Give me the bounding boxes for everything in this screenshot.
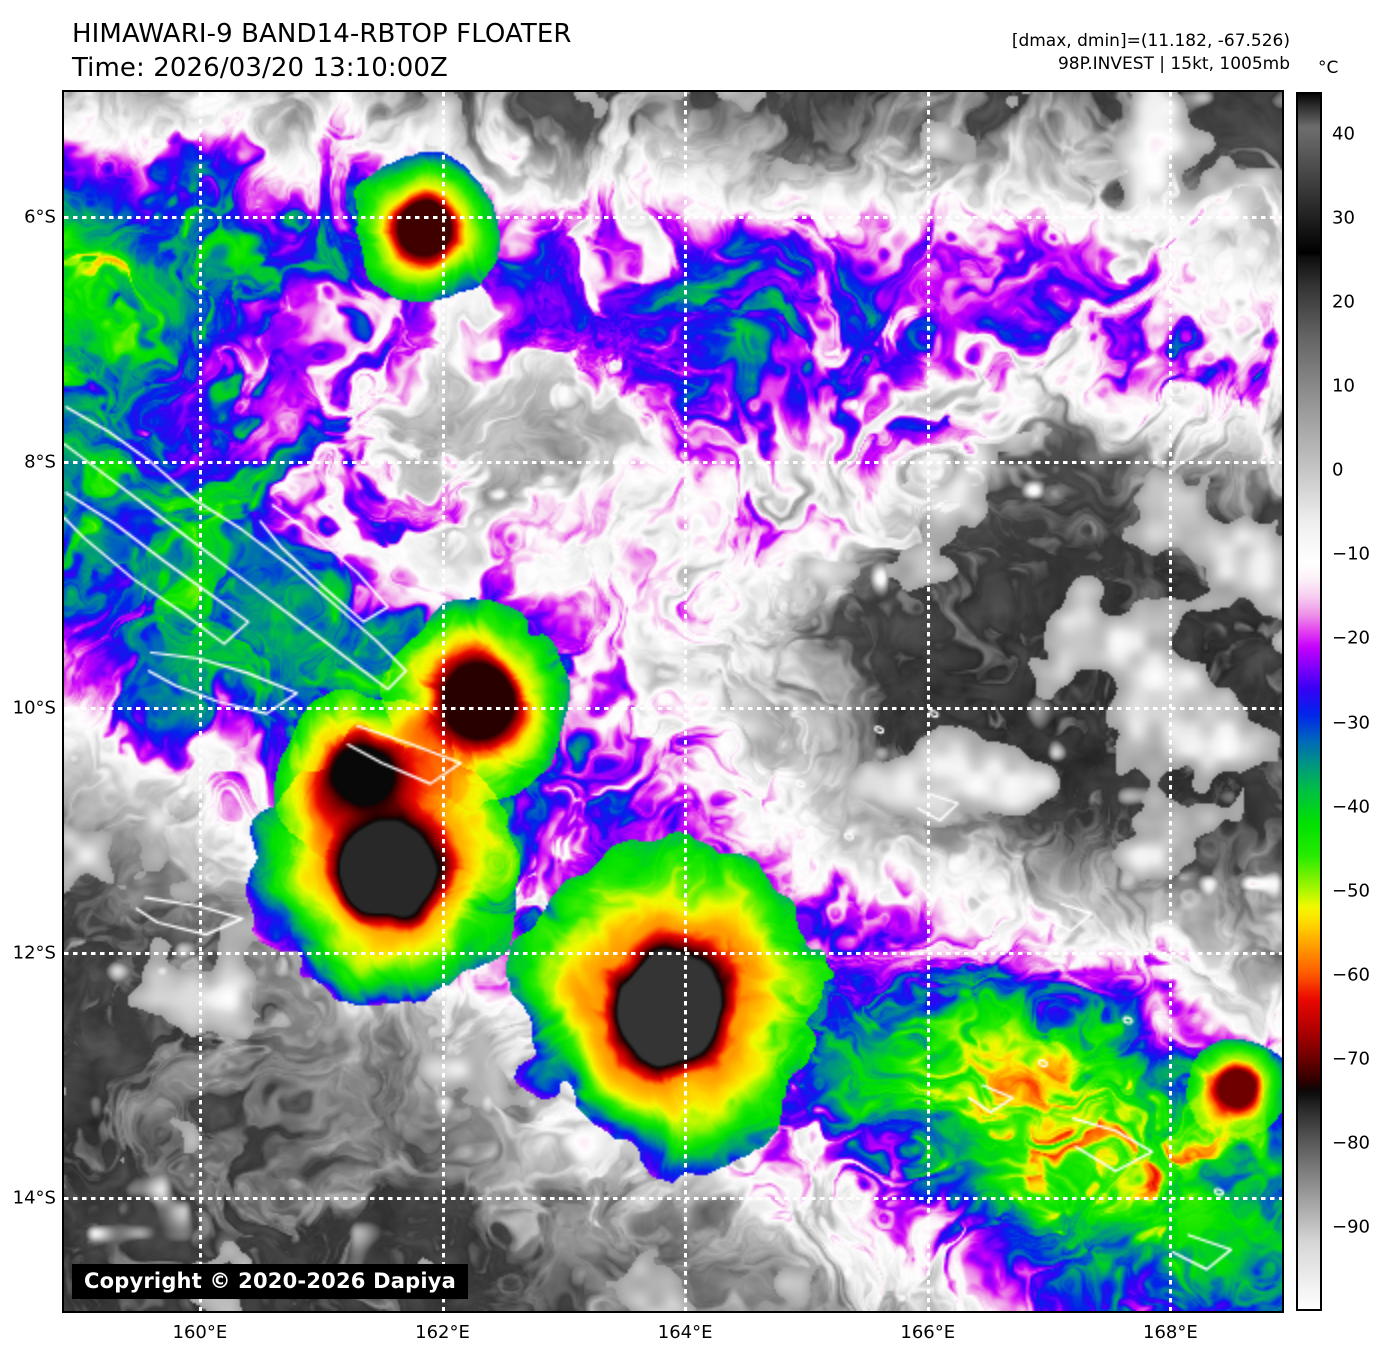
dmax-dmin-label: [dmax, dmin]=(11.182, -67.526): [1011, 31, 1290, 51]
colorbar-tick-0: 40: [1332, 123, 1355, 145]
colorbar-tick-10: −60: [1332, 964, 1370, 986]
temperature-colorbar: [1296, 92, 1322, 1311]
colorbar-tick-13: −90: [1332, 1216, 1370, 1238]
lon-tick-2: 164°E: [657, 1322, 713, 1343]
lat-tick-4: 14°S: [12, 1187, 56, 1209]
colorbar-tick-3: 10: [1332, 375, 1355, 397]
lon-tick-1: 162°E: [415, 1322, 470, 1343]
lon-tick-0: 160°E: [172, 1322, 228, 1343]
copyright-badge: Copyright © 2020-2026 Dapiya: [72, 1264, 468, 1299]
colorbar-tick-5: −10: [1332, 543, 1370, 565]
colorbar-tick-7: −30: [1332, 712, 1370, 734]
colorbar-gradient: [1298, 94, 1320, 1309]
colorbar-tick-6: −20: [1332, 627, 1370, 649]
lat-tick-1: 8°S: [24, 451, 56, 473]
colorbar-tick-8: −40: [1332, 796, 1370, 818]
satellite-imagery-canvas: [64, 92, 1282, 1311]
colorbar-unit-label: °C: [1318, 58, 1339, 78]
storm-info-label: 98P.INVEST | 15kt, 1005mb: [1057, 53, 1290, 74]
timestamp-label: Time: 2026/03/20 13:10:00Z: [72, 52, 448, 83]
colorbar-tick-9: −50: [1332, 880, 1370, 902]
lat-tick-3: 12°S: [12, 942, 56, 964]
colorbar-tick-11: −70: [1332, 1048, 1370, 1070]
colorbar-tick-12: −80: [1332, 1132, 1370, 1154]
colorbar-tick-4: 0: [1332, 459, 1344, 481]
lat-tick-2: 10°S: [12, 697, 56, 719]
satellite-plot-area[interactable]: Copyright © 2020-2026 Dapiya: [64, 92, 1282, 1311]
lon-tick-3: 166°E: [900, 1322, 956, 1343]
colorbar-tick-2: 20: [1332, 291, 1355, 313]
lon-tick-4: 168°E: [1143, 1322, 1198, 1343]
metadata-block: [dmax, dmin]=(11.182, -67.526) 98P.INVES…: [1012, 30, 1290, 76]
title-block: HIMAWARI-9 BAND14-RBTOP FLOATER Time: 20…: [72, 18, 572, 86]
page-title: HIMAWARI-9 BAND14-RBTOP FLOATER: [72, 19, 572, 49]
lat-tick-0: 6°S: [24, 206, 56, 228]
colorbar-tick-1: 30: [1332, 207, 1355, 229]
